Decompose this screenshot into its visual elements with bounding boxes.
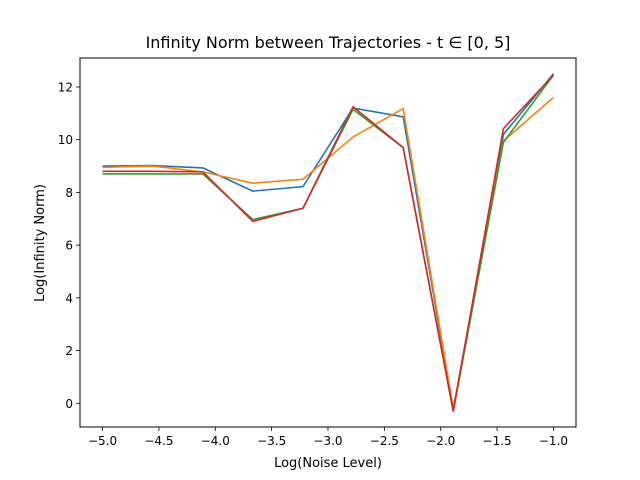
x-tick-label: −4.0 [201,434,230,448]
y-tick-label: 0 [65,397,73,411]
y-tick-label: 12 [58,80,73,94]
x-axis-label: Log(Noise Level) [274,456,382,471]
x-tick-label: −1.0 [539,434,568,448]
x-tick-label: −4.5 [144,434,173,448]
x-tick-label: −5.0 [88,434,117,448]
x-tick-label: −2.0 [426,434,455,448]
x-tick-label: −3.0 [313,434,342,448]
x-tick-label: −1.5 [483,434,512,448]
y-axis-ticks: 0 2 4 6 8 10 12 [58,80,80,411]
series-line-4 [102,74,555,412]
y-axis-label: Log(Infinity Norm) [33,184,48,302]
y-tick-label: 8 [65,186,73,200]
y-tick-label: 10 [58,133,73,147]
series-lines [102,73,555,412]
chart-title: Infinity Norm between Trajectories - t ∈… [146,33,511,52]
x-axis-ticks: −5.0 −4.5 −4.0 −3.5 −3.0 −2.5 −2.0 −1.5 −1.0 [88,427,568,448]
y-tick-label: 4 [65,291,73,305]
y-tick-label: 2 [65,344,73,358]
x-tick-label: −2.5 [370,434,399,448]
x-tick-label: −3.5 [257,434,286,448]
y-tick-label: 6 [65,239,73,253]
